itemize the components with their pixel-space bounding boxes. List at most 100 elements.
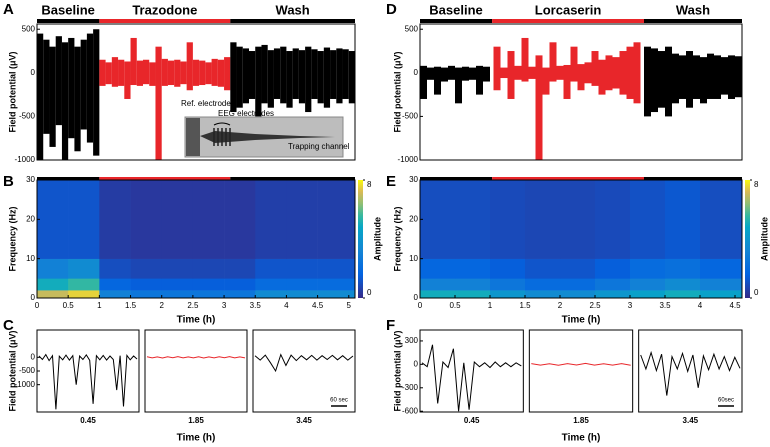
- trace-segment: [149, 62, 156, 86]
- trace-segment: [598, 59, 606, 95]
- y-tick-label: -1000: [15, 380, 36, 389]
- trace-segment: [37, 33, 44, 160]
- trace-segment: [143, 59, 150, 85]
- y-axis-label: Frequency (Hz): [7, 206, 17, 271]
- heatmap-cell: [630, 290, 666, 299]
- trace-segment: [693, 55, 700, 99]
- window-frame: [252, 329, 356, 413]
- plot-frame: [36, 179, 356, 299]
- heatmap-cell: [68, 258, 100, 279]
- heatmap-cell: [525, 278, 561, 291]
- heatmap-cell: [665, 290, 701, 299]
- phase-bar: [37, 19, 100, 23]
- y-tick-label: 0: [31, 352, 36, 361]
- y-tick-label: 0: [414, 293, 419, 302]
- trace-segment: [626, 46, 634, 99]
- y-axis-label: Field potential (μV): [7, 51, 17, 132]
- y-tick-label: -1000: [15, 155, 36, 164]
- trace-segment: [217, 59, 225, 87]
- heatmap-cell: [700, 180, 743, 259]
- trace-segment: [476, 65, 483, 95]
- trace-segment: [61, 42, 69, 160]
- trace-segment: [286, 51, 293, 108]
- heatmap-cell: [224, 180, 256, 259]
- trace-segment: [68, 37, 75, 139]
- x-tick-label: 4: [698, 301, 703, 310]
- trace-segment: [161, 58, 168, 86]
- heatmap-cell: [317, 180, 356, 259]
- trace-segment: [280, 46, 287, 104]
- x-tick-label: 1.5: [519, 301, 531, 310]
- heatmap-cell: [630, 278, 666, 291]
- trace-segment: [224, 57, 231, 91]
- heatmap-cell: [560, 258, 596, 279]
- y-tick-label: 0: [414, 68, 419, 77]
- trace-segment: [105, 62, 112, 85]
- trace-segment: [49, 46, 56, 147]
- trace-segment: [612, 57, 620, 89]
- heatmap-cell: [420, 278, 456, 291]
- x-tick-label: 3.5: [659, 301, 671, 310]
- colorbar: [745, 180, 750, 298]
- phase-bar: [644, 177, 742, 180]
- phase-bar: [99, 177, 231, 180]
- heatmap-cell: [192, 258, 225, 279]
- trace-segment: [118, 59, 125, 86]
- plot-frame: [36, 23, 356, 161]
- colorbar-tick-label: 8: [367, 180, 372, 189]
- plot-layer: Baseline Trazodone Wash-1000-5000500Field …: [3, 1, 769, 444]
- trace-segment: [74, 46, 81, 152]
- trace-segment: [273, 48, 281, 99]
- inset-label: Trapping channel: [288, 142, 350, 151]
- x-tick-label: 3: [222, 301, 227, 310]
- y-tick-label: 20: [26, 214, 35, 223]
- y-tick-label: -500: [402, 112, 419, 121]
- y-tick-label: -500: [19, 366, 36, 375]
- heatmap-cell: [255, 180, 287, 259]
- heatmap-cell: [192, 180, 225, 259]
- heatmap-cell: [68, 290, 100, 299]
- trace: [254, 353, 354, 373]
- panel-letter: B: [3, 173, 14, 190]
- trace-segment: [448, 65, 455, 80]
- colorbar-tick-label: 0: [754, 288, 759, 297]
- x-tick-label: 5: [347, 301, 352, 310]
- trace-segment: [236, 46, 243, 108]
- trace-segment: [700, 57, 707, 104]
- trace-segment: [136, 60, 143, 86]
- heatmap-cell: [37, 278, 69, 291]
- trace-segment: [455, 67, 462, 104]
- heatmap-cell: [490, 180, 526, 259]
- heatmap-cell: [68, 278, 100, 291]
- trace-segment: [651, 48, 658, 113]
- trace-segment: [714, 55, 721, 99]
- trace-segment: [192, 59, 200, 86]
- trace-segment: [342, 49, 349, 99]
- window-frame: [144, 329, 248, 413]
- heatmap-cell: [130, 290, 163, 299]
- window-label: 0.45: [464, 416, 480, 425]
- trace-segment: [174, 59, 181, 87]
- trace-segment: [80, 39, 87, 130]
- trace-segment: [167, 60, 175, 86]
- x-tick-label: 0: [35, 301, 40, 310]
- window-frame: [638, 329, 743, 413]
- trace-segment: [570, 46, 578, 82]
- trace-segment: [155, 46, 162, 160]
- y-tick-label: 0: [414, 359, 419, 368]
- trace-segment: [493, 46, 501, 91]
- heatmap-cell: [255, 278, 287, 291]
- trace-segment: [420, 65, 427, 99]
- heatmap-cell: [161, 290, 194, 299]
- heatmap-cell: [224, 258, 256, 279]
- y-tick-label: -300: [402, 383, 419, 392]
- x-axis-label: Time (h): [562, 433, 601, 444]
- trace-segment: [665, 46, 672, 117]
- colorbar-tick-label: 0: [367, 288, 372, 297]
- trace-segment: [186, 42, 193, 91]
- heatmap-cell: [420, 258, 456, 279]
- phase-bar: [420, 19, 493, 23]
- heatmap-cell: [161, 278, 194, 291]
- heatmap-cell: [99, 290, 131, 299]
- y-tick-label: -1000: [398, 155, 419, 164]
